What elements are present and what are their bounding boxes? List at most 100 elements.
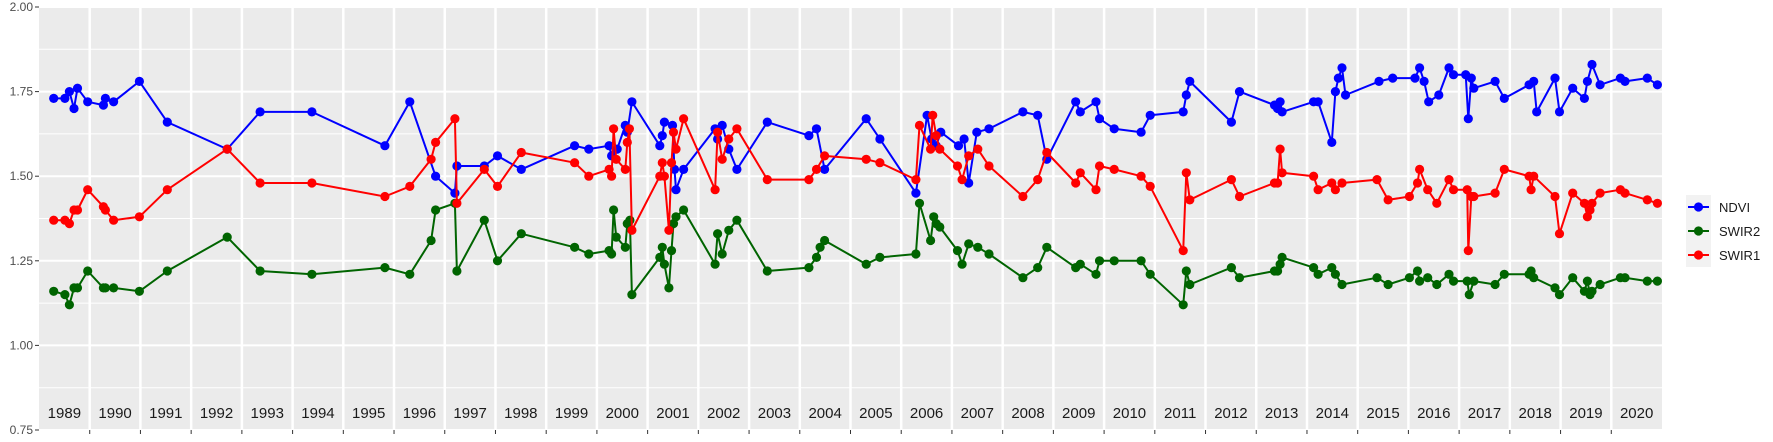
data-point-swir2 <box>1550 283 1560 293</box>
data-point-ndvi <box>83 97 93 107</box>
data-point-ndvi <box>1434 90 1444 100</box>
data-point-swir2 <box>724 225 734 235</box>
data-point-swir1 <box>1042 147 1052 158</box>
data-point-ndvi <box>516 164 526 174</box>
data-point-swir2 <box>1178 300 1188 310</box>
data-point-swir2 <box>222 232 232 242</box>
data-point-swir2 <box>664 283 674 293</box>
data-point-ndvi <box>1091 97 1101 107</box>
data-point-swir2 <box>659 259 670 269</box>
data-point-swir2 <box>1620 273 1630 283</box>
y-axis: 0.75 1.00 1.25 1.50 1.75 2.00 <box>10 0 39 437</box>
data-point-swir2 <box>405 269 415 279</box>
data-point-swir2 <box>1595 279 1605 290</box>
data-point-swir2 <box>1109 256 1119 266</box>
data-point-swir2 <box>679 205 689 215</box>
year-label: 1994 <box>301 405 334 422</box>
data-point-swir1 <box>1234 191 1245 202</box>
legend-key-marker <box>1693 226 1704 236</box>
data-point-ndvi <box>1181 90 1191 100</box>
data-point-ndvi <box>1466 73 1476 83</box>
data-point-swir2 <box>911 249 921 259</box>
data-point-ndvi <box>657 131 667 141</box>
data-point-swir2 <box>710 259 720 269</box>
data-point-swir2 <box>657 242 667 252</box>
data-point-ndvi <box>1463 114 1473 124</box>
data-point-swir1 <box>1372 175 1382 185</box>
data-point-ndvi <box>861 114 871 124</box>
data-point-swir2 <box>1448 276 1459 286</box>
data-point-swir1 <box>1462 185 1472 195</box>
data-point-ndvi <box>811 124 822 134</box>
data-point-swir2 <box>426 235 436 246</box>
data-point-ndvi <box>612 144 622 154</box>
data-point-ndvi <box>1185 76 1195 86</box>
data-point-swir2 <box>1226 263 1236 273</box>
data-point-ndvi <box>1094 114 1105 124</box>
data-point-swir2 <box>875 252 885 262</box>
data-point-swir2 <box>380 263 390 273</box>
data-point-ndvi <box>570 141 580 151</box>
y-tick-label: 1.50 <box>10 169 34 183</box>
data-point-swir2 <box>914 198 925 208</box>
data-point-ndvi <box>1071 97 1081 107</box>
data-point-swir2 <box>957 259 967 269</box>
data-point-swir1 <box>657 158 667 168</box>
data-point-swir2 <box>1582 276 1592 286</box>
data-point-swir1 <box>255 178 265 188</box>
data-point-swir2 <box>431 205 441 215</box>
year-label: 2003 <box>758 405 791 422</box>
year-label: 2002 <box>707 405 740 422</box>
data-point-swir2 <box>984 249 994 259</box>
data-point-swir2 <box>655 252 665 262</box>
data-point-swir2 <box>1091 269 1101 279</box>
data-point-swir1 <box>620 164 630 174</box>
data-point-swir1 <box>1136 171 1146 181</box>
year-label: 1993 <box>251 405 284 422</box>
data-point-swir1 <box>1185 195 1195 205</box>
data-point-swir1 <box>1444 175 1454 185</box>
legend-key-marker <box>1693 250 1704 260</box>
data-point-swir1 <box>1277 168 1287 178</box>
legend: NDVI SWIR2 SWIR1 <box>1686 195 1760 267</box>
series-swir2 <box>49 198 1662 310</box>
data-point-swir1 <box>679 114 689 124</box>
year-label: 1996 <box>403 405 436 422</box>
data-point-ndvi <box>972 127 982 137</box>
data-point-ndvi <box>911 188 921 198</box>
data-point-swir2 <box>666 246 677 256</box>
data-point-swir1 <box>624 124 635 134</box>
data-point-swir1 <box>609 124 619 134</box>
data-point-ndvi <box>1532 107 1542 117</box>
data-point-swir2 <box>49 286 59 296</box>
data-point-swir2 <box>1337 279 1347 290</box>
data-point-ndvi <box>1136 127 1146 137</box>
data-point-swir1 <box>1181 168 1191 178</box>
data-point-ndvi <box>450 188 460 198</box>
data-point-ndvi <box>1340 90 1351 100</box>
data-point-swir2 <box>1464 290 1474 300</box>
data-point-ndvi <box>667 120 678 130</box>
data-point-ndvi <box>72 83 83 93</box>
series-swir1 <box>49 110 1662 256</box>
y-tick-label: 0.75 <box>10 423 34 437</box>
year-label: 1990 <box>98 405 131 422</box>
data-point-swir2 <box>1181 266 1191 276</box>
data-point-swir2 <box>134 286 144 296</box>
data-point-swir1 <box>479 164 489 174</box>
data-point-swir1 <box>1091 185 1101 195</box>
data-point-swir2 <box>620 242 630 252</box>
data-point-swir2 <box>820 235 830 246</box>
data-point-swir2 <box>1412 266 1423 276</box>
data-point-ndvi <box>1444 63 1454 73</box>
data-point-ndvi <box>134 76 144 86</box>
data-point-swir1 <box>622 137 632 147</box>
data-point-ndvi <box>671 185 681 195</box>
data-point-swir1 <box>1404 191 1414 202</box>
data-point-swir1 <box>1550 191 1560 202</box>
year-label: 2009 <box>1062 405 1095 422</box>
data-point-swir1 <box>570 158 580 168</box>
data-point-swir1 <box>1587 198 1597 208</box>
data-point-swir2 <box>1185 279 1195 290</box>
data-point-ndvi <box>1550 73 1560 83</box>
